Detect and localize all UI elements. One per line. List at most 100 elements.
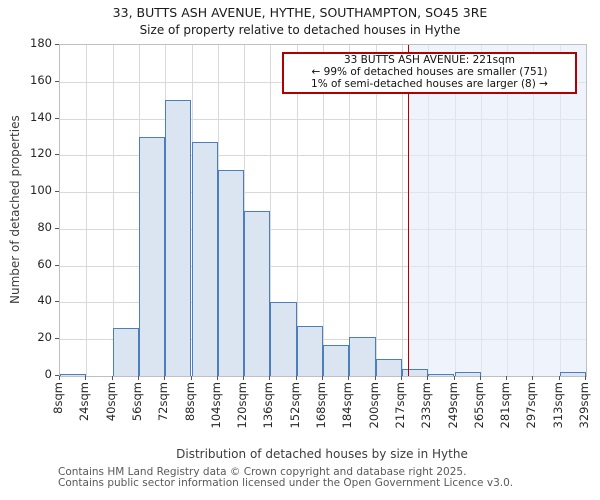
y-tick-label: 140 (30, 109, 52, 124)
y-tick-mark (55, 301, 59, 303)
x-tick-mark (585, 376, 586, 380)
gridline-vertical (296, 45, 298, 376)
x-tick-label: 297sqm (524, 382, 539, 429)
y-tick-label: 160 (30, 72, 52, 87)
x-tick-mark (137, 376, 139, 380)
x-tick-label: 233sqm (419, 382, 434, 429)
x-tick-label: 313sqm (550, 382, 565, 429)
x-tick-label: 72sqm (156, 382, 171, 422)
bar-72sqm (165, 100, 192, 376)
x-tick-mark (190, 376, 192, 380)
x-tick-label: 217sqm (392, 382, 407, 429)
y-tick-mark (55, 191, 59, 193)
x-tick-label: 281sqm (498, 382, 513, 429)
x-tick-mark (59, 376, 60, 380)
marker-shaded-region (408, 45, 586, 376)
annotation-line-3: 1% of semi-detached houses are larger (8… (311, 77, 548, 90)
y-tick-mark (55, 44, 59, 45)
x-tick-label: 88sqm (182, 382, 197, 422)
x-tick-mark (322, 376, 323, 380)
x-tick-label: 168sqm (314, 382, 328, 429)
annotation-line-1: 33 BUTTS ASH AVENUE: 221sqm (343, 54, 516, 66)
x-tick-mark (216, 376, 218, 380)
x-tick-mark (164, 376, 166, 380)
footer-line-1: Contains HM Land Registry data © Crown c… (58, 466, 467, 478)
y-tick-label: 180 (30, 36, 52, 50)
y-tick-label: 0 (44, 367, 52, 381)
bar-184sqm (349, 337, 376, 376)
annotation-box: 33 BUTTS ASH AVENUE: 221sqm ← 99% of det… (282, 52, 577, 95)
y-tick-mark (55, 375, 59, 376)
bar-56sqm (138, 136, 166, 376)
gridline-vertical (375, 45, 377, 376)
x-tick-mark (400, 376, 402, 380)
x-tick-label: 200sqm (366, 382, 381, 429)
y-tick-mark (55, 264, 59, 266)
bar-313sqm (559, 372, 586, 376)
x-tick-mark (269, 376, 271, 380)
x-tick-mark (85, 376, 87, 380)
y-tick-mark (55, 227, 59, 229)
x-tick-mark (453, 376, 455, 380)
bar-40sqm (112, 328, 139, 376)
gridline-vertical (270, 45, 272, 376)
property-size-marker-line (407, 45, 410, 376)
x-tick-label: 136sqm (261, 382, 276, 429)
bar-152sqm (296, 326, 323, 376)
x-tick-mark (295, 376, 297, 380)
y-tick-mark (55, 338, 59, 340)
y-tick-label: 120 (30, 146, 52, 161)
x-tick-label: 40sqm (103, 382, 118, 422)
x-axis-label: Distribution of detached houses by size … (176, 447, 468, 461)
x-tick-mark (506, 376, 508, 380)
x-tick-label: 56sqm (129, 382, 144, 422)
bar-104sqm (217, 170, 245, 376)
y-axis-label: Number of detached properties (8, 115, 22, 304)
x-tick-label: 152sqm (287, 382, 302, 429)
x-tick-mark (243, 376, 245, 380)
y-tick-label: 100 (30, 183, 52, 198)
x-tick-label: 184sqm (340, 382, 355, 429)
x-tick-mark (479, 376, 481, 380)
plot-area: 33 BUTTS ASH AVENUE: 221sqm ← 99% of det… (59, 44, 587, 377)
y-tick-label: 20 (37, 330, 52, 345)
bar-120sqm (244, 210, 271, 376)
x-tick-label: 329sqm (577, 382, 591, 429)
bar-88sqm (191, 142, 218, 376)
bar-233sqm (428, 374, 455, 376)
bar-217sqm (401, 368, 429, 376)
bar-8sqm (60, 374, 87, 376)
x-tick-label: 8sqm (51, 382, 65, 414)
footer-line-2: Contains public sector information licen… (58, 477, 514, 489)
bar-168sqm (323, 344, 350, 376)
y-tick-mark (55, 154, 59, 156)
bar-200sqm (375, 359, 402, 376)
gridline-vertical (349, 45, 351, 376)
x-tick-mark (532, 376, 534, 380)
y-tick-mark (55, 80, 59, 82)
x-tick-label: 104sqm (208, 382, 223, 429)
x-tick-mark (427, 376, 429, 380)
y-tick-label: 60 (37, 256, 52, 271)
y-tick-mark (55, 117, 59, 119)
y-tick-label: 40 (37, 293, 52, 308)
x-tick-mark (374, 376, 376, 380)
gridline-vertical (323, 45, 324, 376)
x-tick-mark (558, 376, 560, 380)
gridline-vertical (112, 45, 114, 376)
gridline-vertical (86, 45, 88, 376)
x-tick-mark (111, 376, 113, 380)
gridline-vertical (401, 45, 403, 376)
x-tick-mark (348, 376, 350, 380)
x-tick-label: 249sqm (445, 382, 460, 429)
x-tick-label: 265sqm (471, 382, 486, 429)
x-tick-label: 24sqm (77, 382, 92, 422)
chart-subtitle: Size of property relative to detached ho… (139, 23, 461, 37)
y-tick-label: 80 (37, 219, 52, 234)
bar-249sqm (454, 372, 481, 376)
annotation-line-2: ← 99% of detached houses are smaller (75… (311, 65, 548, 78)
chart-title: 33, BUTTS ASH AVENUE, HYTHE, SOUTHAMPTON… (112, 5, 488, 20)
x-tick-label: 120sqm (235, 382, 250, 429)
bar-136sqm (270, 302, 297, 376)
